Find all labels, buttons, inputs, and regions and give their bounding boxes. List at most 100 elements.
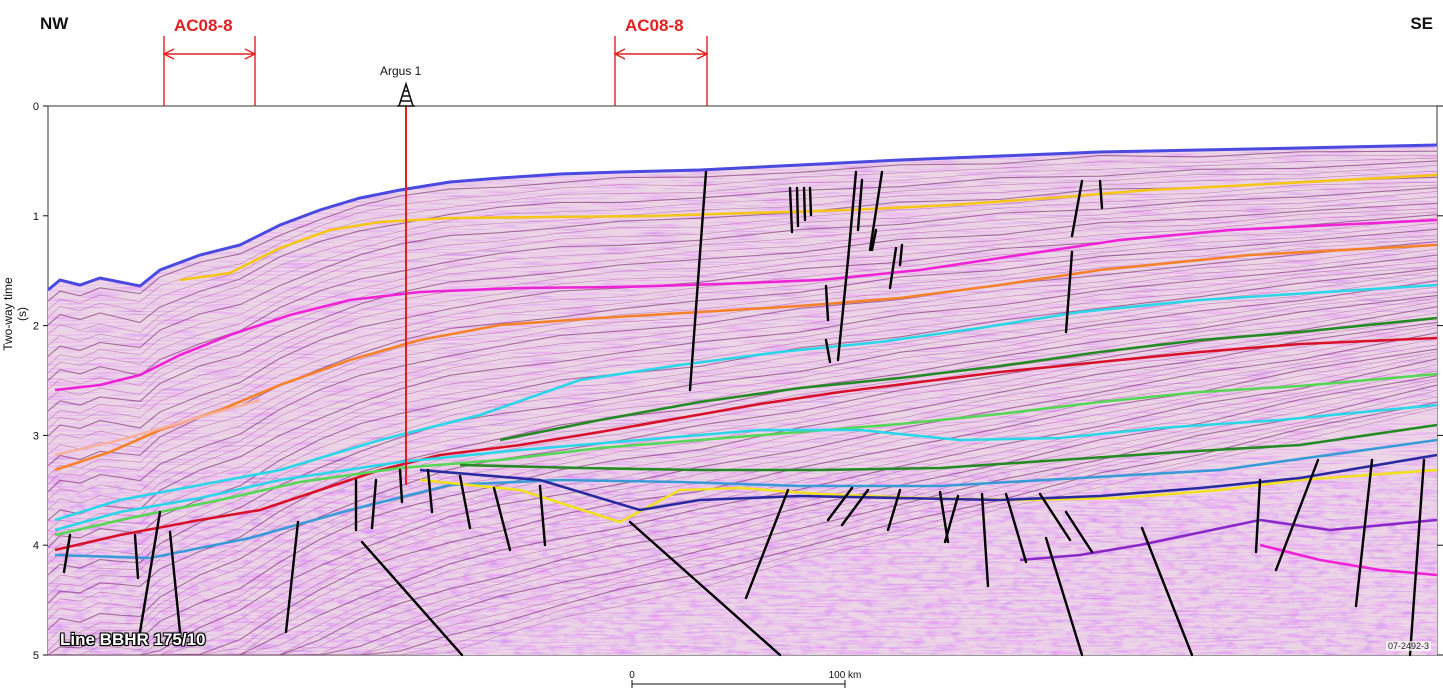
- fault-13: [888, 246, 898, 290]
- figure-code: 07-2492-3: [1385, 641, 1431, 651]
- reflector-5: [48, 164, 1437, 335]
- reflector-1: [48, 150, 1437, 302]
- reflector-6: [48, 170, 1437, 346]
- horizon-13: [419, 453, 1438, 512]
- horizon-1: [179, 173, 1438, 282]
- fault-47: [1408, 458, 1426, 657]
- reflector-3: [48, 157, 1437, 318]
- reflector-47: [48, 351, 1437, 655]
- fault-11: [824, 284, 830, 322]
- reflector-55: [48, 384, 1437, 655]
- reflector-54: [48, 380, 1437, 655]
- reflector-10: [48, 187, 1437, 381]
- fault-29: [492, 486, 512, 552]
- reflector-23: [48, 244, 1437, 500]
- reflector-16: [48, 214, 1437, 437]
- fault-42: [1044, 536, 1084, 657]
- fault-16: [1098, 179, 1104, 210]
- reflector-4: [48, 160, 1437, 326]
- fault-9: [868, 170, 884, 252]
- reflector-39: [48, 318, 1437, 652]
- reflector-24: [48, 248, 1437, 510]
- horizon-15: [1259, 543, 1438, 577]
- horizon-8: [54, 372, 1438, 537]
- reflector-51: [48, 370, 1437, 655]
- reflector-59: [48, 405, 1437, 655]
- horizon-9: [54, 403, 1438, 532]
- fault-10: [870, 228, 878, 252]
- reflector-53: [48, 378, 1437, 655]
- reflector-33: [48, 291, 1437, 596]
- horizon-6: [54, 336, 1438, 552]
- y-tick-label-3: 3: [33, 430, 39, 442]
- y-axis-ticks: 0 1 2 3 4 5: [33, 101, 1443, 662]
- reflector-56: [48, 390, 1437, 655]
- fault-33: [826, 486, 854, 522]
- fault-39: [1004, 492, 1028, 564]
- y-tick-label-1: 1: [33, 211, 39, 223]
- scale-bar: 0 100 km: [629, 670, 861, 688]
- reflector-7: [48, 176, 1437, 357]
- horizon-12: [419, 468, 1438, 524]
- seabed-horizon: [47, 143, 1438, 292]
- ac-bracket-1: [162, 36, 257, 106]
- fault-44: [1254, 478, 1262, 554]
- derrick-icon: [397, 81, 415, 107]
- ac-block-brackets: [162, 36, 709, 106]
- fault-32: [744, 488, 790, 600]
- seismic-fill: [48, 145, 1437, 655]
- reflector-28: [48, 267, 1437, 548]
- reflector-19: [48, 228, 1437, 467]
- scale-end-label: 100 km: [829, 670, 862, 681]
- reflector-30: [48, 274, 1437, 565]
- reflector-17: [48, 217, 1437, 445]
- fault-21: [168, 530, 182, 634]
- fault-37: [943, 494, 960, 544]
- reflector-14: [48, 208, 1437, 421]
- fault-43: [1140, 526, 1194, 657]
- y-tick-label-2: 2: [33, 321, 39, 333]
- fault-25: [398, 468, 404, 504]
- fault-lines: [62, 170, 1426, 657]
- fault-26: [360, 540, 464, 657]
- reflector-12: [48, 196, 1437, 401]
- horizon-11: [54, 438, 1438, 560]
- fault-1: [688, 170, 708, 392]
- fault-30: [538, 484, 547, 547]
- fault-41: [1064, 510, 1094, 554]
- fault-24: [370, 478, 378, 530]
- fault-45: [1274, 458, 1320, 572]
- reflector-41: [48, 324, 1437, 655]
- y-tick-label-5: 5: [33, 650, 39, 662]
- fault-15: [1070, 179, 1084, 238]
- reflector-43: [48, 332, 1437, 655]
- reflector-15: [48, 211, 1437, 430]
- fault-5: [808, 186, 813, 217]
- y-tick-label-4: 4: [33, 540, 39, 552]
- fault-46: [1354, 458, 1374, 608]
- fault-35: [886, 488, 902, 532]
- well-name-label: Argus 1: [380, 64, 422, 78]
- y-axis-label: Two-way time (s): [1, 277, 29, 351]
- reflector-25: [48, 254, 1437, 521]
- fault-6: [846, 170, 858, 262]
- reflector-57: [48, 396, 1437, 655]
- fault-28: [458, 474, 472, 530]
- fault-22: [284, 520, 300, 634]
- y-tick-label-0: 0: [33, 101, 39, 113]
- fault-34: [840, 488, 870, 527]
- horizon-14: [1019, 518, 1438, 562]
- fault-20: [133, 533, 140, 580]
- reflector-44: [48, 338, 1437, 655]
- horizon-7: [54, 398, 261, 457]
- reflector-13: [48, 202, 1437, 412]
- reflector-49: [48, 358, 1437, 655]
- fault-19: [138, 510, 162, 634]
- reflector-46: [48, 348, 1437, 655]
- reflector-32: [48, 286, 1437, 587]
- scale-start-label: 0: [629, 670, 635, 681]
- fault-3: [795, 186, 800, 228]
- reflector-2: [48, 155, 1437, 311]
